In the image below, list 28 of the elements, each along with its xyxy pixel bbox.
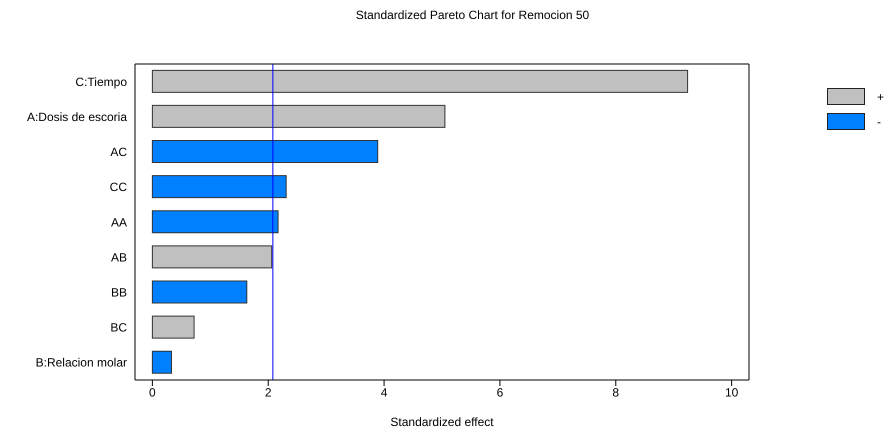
bar <box>152 210 279 234</box>
y-tick-label: AA <box>110 215 127 230</box>
y-tick-label: C:Tiempo <box>75 74 128 89</box>
y-tick-label: A:Dosis de escoria <box>26 110 128 124</box>
bar <box>152 316 195 339</box>
x-tick-label: 4 <box>380 386 388 400</box>
bar <box>152 104 446 128</box>
bar <box>152 70 688 93</box>
x-tick-label: 0 <box>149 386 156 400</box>
y-tick-label: BC <box>110 320 128 335</box>
y-tick-label: AB <box>110 250 127 264</box>
y-tick-label: AC <box>110 145 128 160</box>
x-tick-label: 6 <box>496 386 504 400</box>
bar <box>152 140 378 164</box>
bar <box>152 245 272 268</box>
x-tick-label: 2 <box>264 386 272 400</box>
x-axis-title: Standardized effect <box>390 415 494 429</box>
legend-label: + <box>877 90 884 104</box>
bar <box>152 175 287 198</box>
bar <box>152 280 248 304</box>
y-tick-label: BB <box>110 285 127 300</box>
x-tick-label: 10 <box>724 386 739 400</box>
chart-title: Standardized Pareto Chart for Remocion 50 <box>354 8 590 22</box>
legend-label: - <box>877 114 881 128</box>
y-tick-label: B:Relacion molar <box>36 356 127 370</box>
x-tick-label: 8 <box>612 386 620 400</box>
bar <box>152 350 172 374</box>
y-tick-label: CC <box>110 180 128 194</box>
